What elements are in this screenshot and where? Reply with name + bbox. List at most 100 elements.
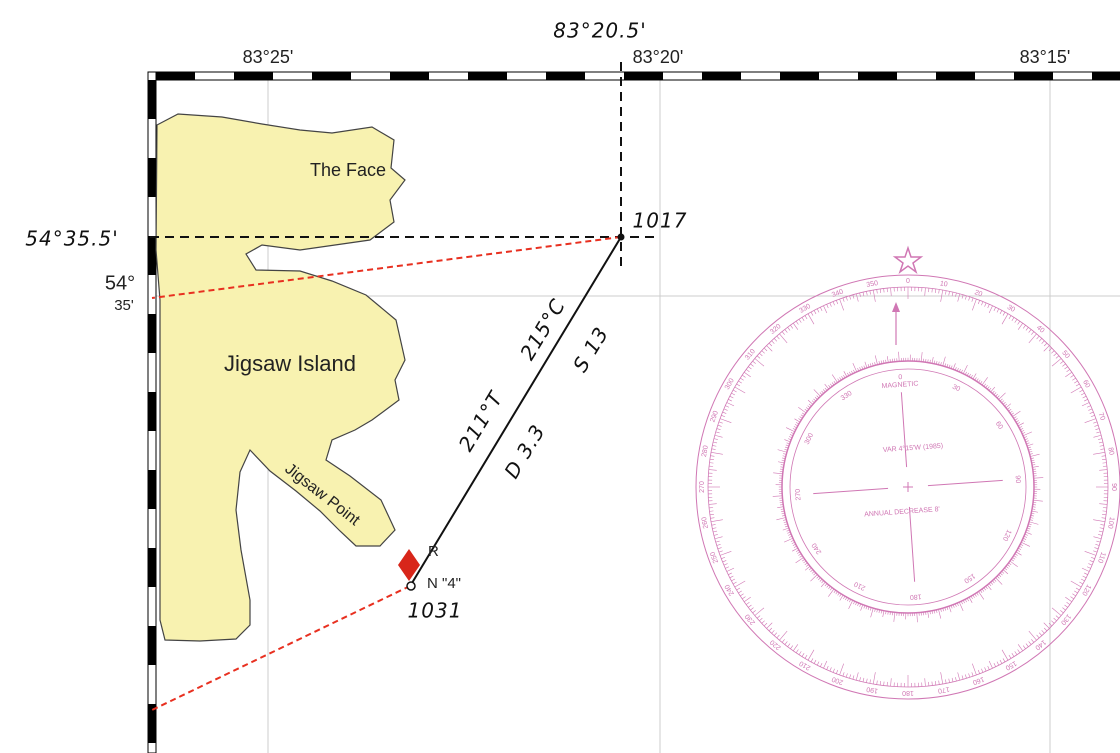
rose-tick xyxy=(823,660,828,669)
rose-tick xyxy=(801,559,805,562)
rose-tick xyxy=(810,569,814,572)
rose-tick xyxy=(920,352,923,362)
rose-label: 160 xyxy=(972,675,985,686)
rose-tick xyxy=(1082,575,1087,579)
rose-tick xyxy=(1029,519,1033,521)
rose-tick xyxy=(1032,465,1039,468)
rose-tick xyxy=(788,438,792,441)
rose-tick xyxy=(807,313,815,325)
rose-tick xyxy=(940,608,942,612)
rose-tick xyxy=(842,672,845,677)
rose-tick xyxy=(876,609,878,613)
rose-tick xyxy=(1024,533,1028,536)
rose-tick xyxy=(777,461,785,464)
rose-tick xyxy=(1011,653,1015,657)
rose-tick xyxy=(970,374,973,379)
rose-tick xyxy=(793,322,799,330)
rose-tick xyxy=(731,578,736,582)
rose-tick xyxy=(1088,408,1093,411)
rose-tick xyxy=(785,427,795,433)
rose-tick xyxy=(763,622,768,627)
rose-label: 20 xyxy=(973,289,983,298)
rose-tick xyxy=(813,310,817,315)
rose-tick xyxy=(1008,654,1012,659)
rose-tick xyxy=(1102,513,1107,516)
rose-tick xyxy=(962,364,968,374)
rose-tick xyxy=(1014,319,1018,323)
rose-tick xyxy=(710,455,715,457)
border-segment xyxy=(390,72,429,80)
rose-tick xyxy=(955,292,957,297)
rose-label: 190 xyxy=(866,685,879,694)
rose-tick xyxy=(1082,395,1087,399)
rose-tick xyxy=(1036,335,1040,340)
rose-tick xyxy=(876,289,878,294)
rose-tick xyxy=(980,590,983,594)
rose-tick xyxy=(780,508,784,510)
rose-tick xyxy=(738,590,742,594)
rose-label: 240 xyxy=(811,541,823,555)
rose-tick xyxy=(1079,581,1084,585)
rose-tick xyxy=(715,540,720,543)
rose-tick xyxy=(788,535,793,538)
rose-tick xyxy=(968,373,971,377)
rose-tick xyxy=(725,566,730,569)
rose-tick xyxy=(714,434,723,438)
rose-tick xyxy=(1025,327,1029,331)
rose-tick xyxy=(725,405,730,408)
rose-tick xyxy=(787,531,791,534)
rose-tick xyxy=(1043,345,1050,352)
rose-label: 300 xyxy=(804,432,815,446)
rose-tick xyxy=(1030,453,1040,457)
rose-tick xyxy=(832,668,835,673)
rose-tick xyxy=(1070,596,1074,600)
rose-tick xyxy=(874,355,878,365)
rose-tick xyxy=(1007,564,1010,567)
rose-tick xyxy=(1084,551,1097,556)
rose-tick xyxy=(1101,517,1106,519)
rose-tick xyxy=(1036,634,1040,639)
rose-tick xyxy=(946,606,949,610)
rose-tick xyxy=(882,610,885,618)
rose-tick xyxy=(964,371,967,375)
rose-tick xyxy=(1093,536,1102,540)
rose-tick xyxy=(1004,567,1008,571)
rose-tick xyxy=(818,577,821,581)
rose-tick xyxy=(887,611,889,615)
rose-tick xyxy=(831,382,835,386)
rose-tick xyxy=(1017,322,1023,330)
compass-rose: 0 102030405060708090100110120130140150160… xyxy=(695,245,1120,700)
rose-tick xyxy=(816,395,820,399)
rose-tick xyxy=(1065,372,1073,378)
rose-tick xyxy=(993,578,997,582)
rose-tick xyxy=(823,389,826,393)
rose-tick xyxy=(777,506,784,509)
rose-tick xyxy=(801,653,805,657)
rose-tick xyxy=(1060,360,1064,364)
rose-tick xyxy=(795,321,799,325)
rose-tick xyxy=(728,572,732,575)
rose-tick xyxy=(821,580,824,584)
rose-tick xyxy=(1011,317,1015,321)
rose-tick xyxy=(988,305,993,314)
rose-tick xyxy=(801,317,805,321)
rose-tick xyxy=(786,529,790,532)
rose-tick xyxy=(898,351,900,362)
rose-tick xyxy=(832,301,835,306)
rose-tick xyxy=(863,605,866,609)
rose-tick xyxy=(826,665,829,670)
rose-tick xyxy=(773,632,778,636)
rose-tick xyxy=(794,418,801,423)
rose-tick xyxy=(944,607,947,611)
rose-tick xyxy=(1022,431,1032,437)
rose-tick xyxy=(806,407,809,410)
rose-tick xyxy=(813,389,821,397)
rose-tick xyxy=(952,604,955,608)
rose-tick xyxy=(1089,411,1094,414)
border-segment xyxy=(468,72,507,80)
rose-tick xyxy=(839,298,844,311)
rose-tick xyxy=(961,675,964,680)
rose-tick xyxy=(804,315,808,320)
rose-tick xyxy=(980,380,983,384)
